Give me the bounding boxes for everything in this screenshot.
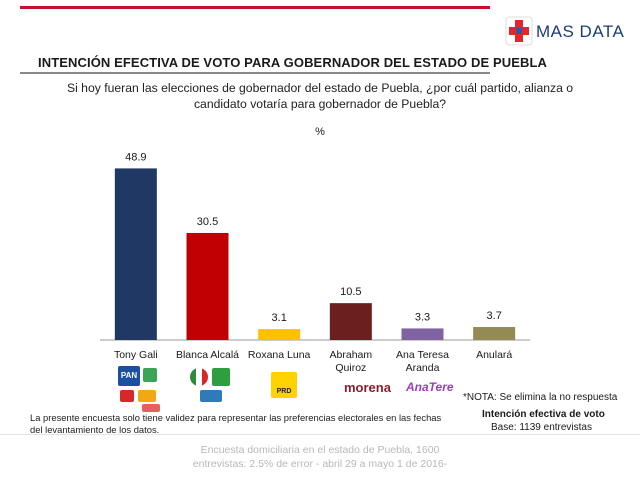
bar-3 — [329, 303, 372, 340]
footer-divider — [0, 434, 640, 435]
note-effective-intention: Intención efectiva de voto — [482, 409, 605, 420]
local-party-logo — [138, 390, 156, 402]
category-label-5: Anulará — [476, 349, 512, 361]
category-label-4-line-0: Ana Teresa — [396, 349, 449, 361]
category-label-0: Tony Gali — [114, 349, 158, 361]
bar-1 — [186, 232, 229, 340]
data-label-0: 48.9 — [125, 151, 146, 163]
note-no-response: *NOTA: Se elimina la no respuesta — [463, 392, 618, 403]
survey-methodology-footer: Encuesta domiciliaria en el estado de Pu… — [150, 443, 490, 471]
data-label-2: 3.1 — [272, 312, 287, 324]
psi-logo — [142, 404, 160, 412]
data-label-3: 10.5 — [340, 286, 361, 298]
data-label-1: 30.5 — [197, 216, 218, 228]
bar-2 — [258, 329, 301, 340]
category-label-4-line-1: Aranda — [406, 362, 440, 374]
pan-logo: PAN — [118, 366, 140, 386]
note-base: Base: 1139 entrevistas — [491, 422, 592, 433]
morena-logo: morena — [344, 380, 391, 395]
category-label-3-line-1: Quiroz — [335, 362, 366, 374]
bar-4 — [401, 328, 444, 340]
bar-chart: 48.9 Tony Gali 30.5 Blanca Alcalá 3.1 Roxana … — [100, 151, 530, 374]
prd-logo: PRD — [271, 372, 297, 398]
category-label-3-line-0: Abraham — [330, 349, 373, 361]
category-label-1: Blanca Alcalá — [176, 349, 239, 361]
bar-0 — [114, 168, 157, 340]
footer-line-1: Encuesta domiciliaria en el estado de Pu… — [200, 444, 440, 456]
data-label-5: 3.7 — [487, 310, 502, 322]
verde-logo — [212, 368, 230, 386]
survey-question: Si hoy fueran las elecciones de gobernad… — [66, 81, 574, 111]
anatere-logo: AnaTere — [406, 380, 454, 394]
logo-text: MAS DATA — [536, 22, 625, 41]
pvem-style-logo — [143, 368, 157, 382]
category-label-2: Roxana Luna — [248, 349, 311, 361]
alliance-logo — [200, 390, 222, 402]
pt-style-logo — [120, 390, 134, 402]
pri-logo — [190, 368, 208, 386]
bar-5 — [473, 327, 516, 340]
title-underline — [20, 72, 490, 74]
validity-disclaimer: La presente encuesta solo tiene validez … — [30, 412, 442, 435]
mas-data-logo — [505, 16, 533, 46]
chart-title: INTENCIÓN EFECTIVA DE VOTO PARA GOBERNAD… — [38, 55, 548, 70]
data-label-4: 3.3 — [415, 311, 430, 323]
footer-line-2: entrevistas: 2.5% de error - abril 29 a … — [192, 458, 448, 470]
unit-label: % — [315, 126, 325, 138]
top-accent-rule — [20, 6, 490, 9]
